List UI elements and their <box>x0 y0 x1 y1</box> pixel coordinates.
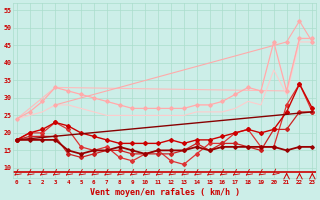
X-axis label: Vent moyen/en rafales ( km/h ): Vent moyen/en rafales ( km/h ) <box>90 188 240 197</box>
